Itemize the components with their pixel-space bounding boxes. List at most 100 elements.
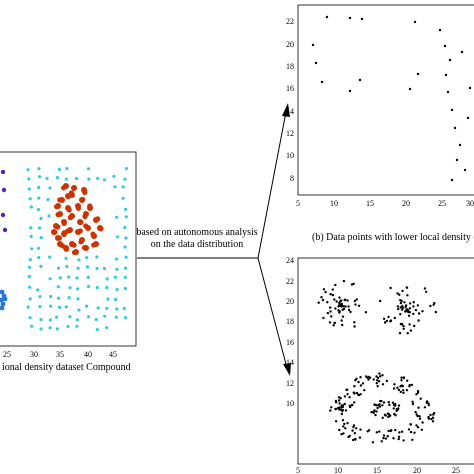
- cluster-point: [405, 286, 408, 289]
- ring-point: [354, 438, 357, 441]
- cluster-point: [329, 310, 332, 313]
- ring-point: [351, 429, 354, 432]
- blue-point: [0, 297, 4, 303]
- cyan-point: [124, 255, 128, 259]
- arrow-up-head: [282, 103, 290, 117]
- low-density-point: [408, 87, 412, 91]
- ring-point: [399, 390, 402, 394]
- cluster-point: [320, 296, 323, 299]
- cyan-point: [87, 177, 91, 181]
- cyan-point: [95, 328, 99, 332]
- cluster-point: [329, 306, 332, 309]
- cyan-point: [123, 286, 127, 291]
- bottom-right-y-tick: 22: [286, 277, 294, 286]
- cyan-point: [46, 197, 50, 202]
- cyan-point: [65, 167, 69, 171]
- ring-point: [394, 428, 397, 432]
- cyan-point: [39, 264, 43, 268]
- ring-point: [361, 382, 365, 385]
- cyan-point: [38, 226, 42, 230]
- red-cluster-point: [54, 204, 60, 210]
- ring-point: [372, 378, 375, 381]
- bottom-right-y-tick: 16: [286, 338, 294, 347]
- ring-point: [429, 413, 432, 417]
- red-cluster-point: [61, 185, 67, 191]
- red-cluster-point: [57, 197, 63, 203]
- cluster-point: [332, 324, 335, 327]
- bottom-right-scatter-panel: 24 22 20 18 16 14 12 10 5 10 15 20 25: [286, 256, 474, 474]
- red-cluster-point: [71, 185, 77, 191]
- ring-point: [366, 430, 369, 433]
- left-scatter-points: [0, 167, 128, 332]
- red-cluster-point: [90, 231, 96, 237]
- red-cluster-point: [87, 203, 93, 209]
- ring-point: [397, 388, 401, 392]
- cluster-point: [364, 311, 368, 314]
- ring-point: [409, 423, 412, 426]
- cyan-point: [75, 324, 79, 328]
- ring-point: [367, 378, 370, 381]
- cluster-point: [408, 302, 412, 305]
- cluster-point: [413, 324, 416, 328]
- arrow-up-line: [257, 111, 287, 259]
- low-density-point: [453, 126, 457, 130]
- low-density-point: [448, 58, 452, 62]
- ring-point: [411, 402, 415, 406]
- ring-point: [344, 427, 347, 430]
- ring-point: [346, 422, 349, 425]
- ring-point: [363, 389, 366, 392]
- ring-point: [397, 437, 400, 441]
- ring-point: [354, 379, 357, 382]
- process-text-line1: based on autonomous analysis: [136, 227, 257, 238]
- cyan-point: [87, 315, 91, 319]
- cyan-point: [64, 256, 68, 260]
- cluster-point: [401, 306, 405, 309]
- cyan-point: [124, 167, 128, 171]
- cyan-point: [85, 304, 89, 308]
- inner-ring-point: [378, 405, 382, 408]
- cluster-point: [406, 294, 409, 297]
- ring-point: [399, 385, 402, 388]
- cyan-point: [67, 275, 71, 279]
- cluster-point: [401, 289, 404, 293]
- cyan-point: [113, 185, 117, 189]
- ring-point: [416, 426, 420, 429]
- red-cluster-point: [65, 194, 71, 200]
- cyan-point: [124, 236, 128, 240]
- left-x-tick: 35: [56, 350, 64, 359]
- ring-point: [367, 375, 370, 379]
- ring-point: [408, 383, 411, 387]
- cluster-point: [405, 308, 408, 311]
- ring-point: [359, 376, 362, 379]
- cluster-point: [340, 303, 343, 306]
- cyan-point: [36, 246, 41, 250]
- low-density-point: [311, 43, 315, 47]
- red-cluster-point: [98, 226, 104, 232]
- ring-point: [359, 393, 362, 396]
- cluster-point: [417, 312, 421, 315]
- cyan-point: [113, 275, 117, 279]
- cluster-point: [379, 299, 382, 303]
- bottom-right-plot-frame: [297, 257, 474, 465]
- low-density-point: [416, 72, 420, 76]
- ring-point: [345, 388, 348, 391]
- cluster-point: [338, 296, 341, 299]
- inner-ring-point: [375, 410, 378, 413]
- ring-point: [396, 386, 399, 389]
- cluster-point: [326, 301, 329, 304]
- ring-point: [330, 406, 333, 409]
- red-cluster-point: [95, 216, 101, 222]
- inner-ring-point: [387, 401, 390, 404]
- cyan-point: [102, 266, 106, 271]
- ring-point: [343, 395, 347, 398]
- cyan-point: [30, 324, 34, 328]
- cyan-point: [94, 317, 98, 322]
- cyan-point: [115, 235, 120, 239]
- ring-point: [358, 436, 362, 439]
- cluster-point: [404, 310, 407, 313]
- cyan-point: [30, 247, 34, 251]
- cluster-point: [329, 293, 332, 296]
- bottom-right-scatter-points: [317, 279, 437, 444]
- top-right-y-tick: 8: [290, 174, 294, 183]
- cluster-point: [402, 324, 405, 328]
